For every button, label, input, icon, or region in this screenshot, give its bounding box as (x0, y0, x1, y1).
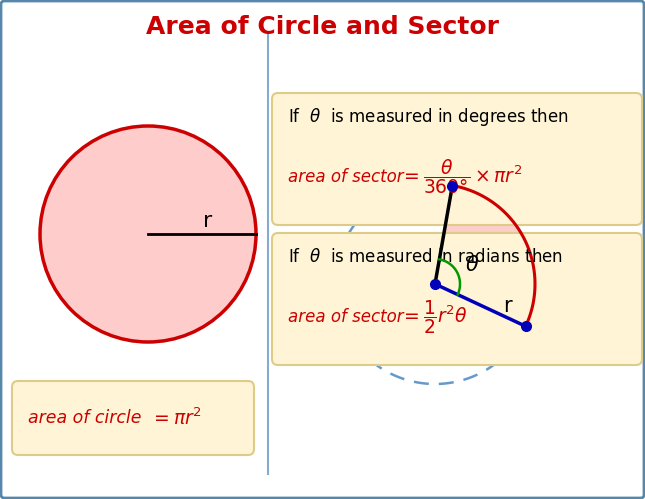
Text: Area of Circle and Sector: Area of Circle and Sector (146, 15, 499, 39)
Text: If  $\theta$  is measured in radians then: If $\theta$ is measured in radians then (288, 248, 563, 266)
Text: area of circle: area of circle (28, 409, 141, 427)
Text: If  $\theta$  is measured in degrees then: If $\theta$ is measured in degrees then (288, 106, 569, 128)
Text: area of sector: area of sector (288, 168, 404, 186)
Wedge shape (435, 186, 535, 326)
Text: r: r (504, 296, 512, 316)
Circle shape (40, 126, 256, 342)
FancyBboxPatch shape (272, 233, 642, 365)
Text: $=\dfrac{1}{2}r^2\theta$: $=\dfrac{1}{2}r^2\theta$ (400, 298, 468, 336)
Text: θ: θ (466, 254, 479, 274)
Text: area of sector: area of sector (288, 308, 404, 326)
Text: r: r (203, 211, 212, 231)
Text: $= \pi r^2$: $= \pi r^2$ (150, 407, 202, 429)
FancyBboxPatch shape (272, 93, 642, 225)
Text: $=\dfrac{\theta}{360°}\times \pi r^2$: $=\dfrac{\theta}{360°}\times \pi r^2$ (400, 158, 522, 197)
FancyBboxPatch shape (12, 381, 254, 455)
